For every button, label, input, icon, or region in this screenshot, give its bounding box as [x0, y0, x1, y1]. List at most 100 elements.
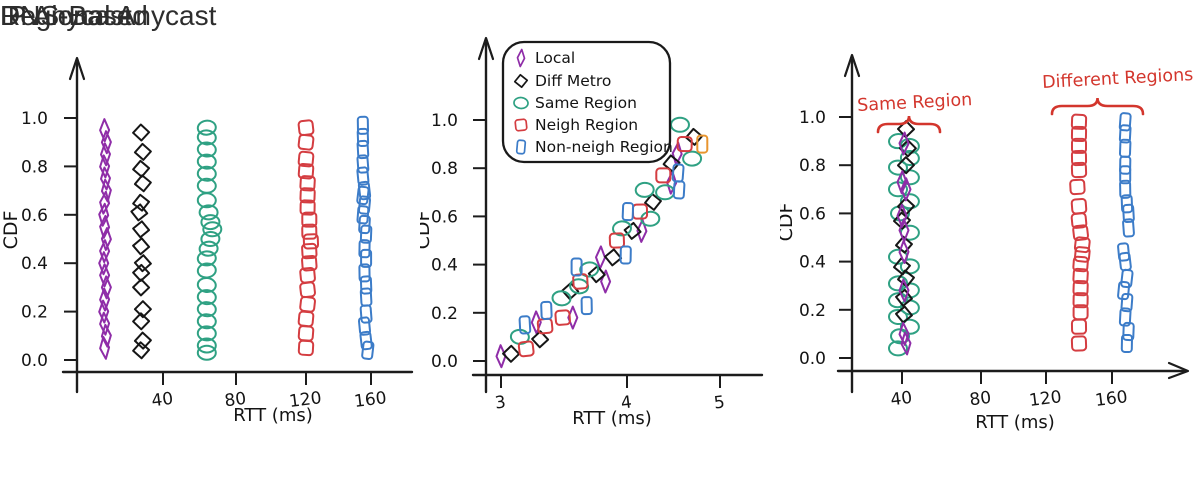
data-point — [297, 162, 315, 180]
data-point — [696, 134, 709, 154]
data-point — [895, 288, 913, 307]
legend-marker-ellipse-icon — [513, 96, 529, 110]
data-point — [356, 154, 370, 174]
x-tick-label: 40 — [150, 389, 174, 411]
data-point — [133, 254, 152, 273]
data-point — [1071, 137, 1087, 154]
data-point — [196, 119, 217, 136]
series-neigh-region — [297, 119, 320, 357]
data-point — [202, 221, 223, 238]
data-point — [900, 177, 912, 202]
data-point — [662, 154, 681, 173]
data-point — [100, 178, 112, 203]
series-same-region — [196, 119, 223, 361]
data-point — [893, 211, 911, 230]
data-point — [530, 310, 542, 335]
data-point — [359, 330, 373, 351]
data-point — [302, 233, 320, 250]
series-non-neigh-region — [356, 115, 375, 360]
series-non-neigh-region — [1117, 112, 1135, 354]
legend-label: Local — [535, 49, 575, 67]
ip-anycast-chart: 0.0 0.2 0.4 0.6 0.8 1.0 3 4 5 CDF RTT (ms) Local Dif… — [420, 36, 764, 429]
data-point — [360, 248, 373, 268]
data-point — [1069, 178, 1086, 196]
data-point — [636, 218, 648, 243]
data-point — [297, 325, 315, 342]
data-point — [888, 159, 908, 176]
chart-title-regional-anycast: Regional Anycast — [0, 0, 217, 31]
series--unlabeled- — [696, 134, 709, 154]
data-point — [1070, 335, 1088, 352]
data-point — [502, 344, 521, 363]
legend-marker-square-icon — [514, 118, 528, 132]
data-point — [893, 257, 911, 276]
data-point — [1122, 321, 1135, 342]
data-point — [1118, 251, 1132, 272]
data-point — [130, 203, 149, 222]
data-point — [1072, 255, 1089, 273]
data-point — [672, 180, 686, 200]
x-ticks: 3 4 5 — [494, 375, 726, 414]
data-point — [898, 321, 910, 346]
axes — [836, 53, 1190, 394]
data-point — [301, 254, 318, 272]
data-point — [899, 193, 920, 210]
legend: Local Diff Metro Same Region Neigh Region No… — [501, 40, 673, 164]
data-point — [898, 131, 910, 156]
data-point — [671, 163, 685, 183]
x-axis-label: RTT (ms) — [572, 408, 652, 429]
data-point — [356, 185, 370, 206]
data-point — [358, 263, 371, 283]
data-point — [1072, 279, 1089, 297]
data-point — [359, 304, 373, 324]
data-point — [587, 265, 606, 284]
annotation-brace-icon — [876, 115, 942, 134]
y-tick-label: 1.0 — [21, 109, 48, 129]
data-point — [898, 139, 917, 158]
data-point — [98, 202, 110, 227]
data-point — [570, 257, 583, 277]
data-point — [356, 127, 370, 147]
data-point — [666, 170, 678, 195]
data-point — [196, 262, 217, 279]
legend-label: Neigh Region — [535, 116, 638, 134]
y-tick-label: 0.8 — [21, 157, 48, 177]
data-point — [132, 220, 151, 239]
legend-marker-thin-diamond-icon — [516, 48, 526, 68]
x-tick-label: 4 — [620, 392, 633, 413]
data-point — [358, 214, 371, 235]
y-tick-label: 0.2 — [431, 304, 458, 324]
x-ticks: 40 80 120 160 — [150, 372, 388, 412]
y-axis-label: CDF — [0, 211, 22, 250]
data-point — [1073, 236, 1091, 254]
y-tick-label: 1.0 — [799, 108, 826, 128]
data-point — [356, 166, 370, 186]
chart-title-ip-anycast: IP Anycast — [0, 0, 132, 31]
legend-marker-vrect-icon — [515, 139, 527, 155]
data-point — [297, 339, 315, 357]
data-point — [898, 240, 910, 264]
x-tick-label: 40 — [889, 388, 913, 410]
annotation-brace-icon — [1050, 97, 1145, 116]
y-tick-label: 0.0 — [21, 351, 48, 371]
data-point — [133, 300, 152, 319]
data-point — [356, 205, 370, 225]
data-point — [357, 195, 372, 215]
y-ticks: 0.0 0.2 0.4 0.6 0.8 1.0 — [431, 111, 487, 372]
data-point — [1072, 292, 1089, 309]
series-local — [98, 118, 112, 360]
x-axis-label: RTT (ms) — [233, 405, 313, 426]
data-point — [196, 141, 217, 158]
series-non-neigh-region — [518, 163, 686, 335]
y-tick-label: 0.2 — [799, 301, 826, 321]
y-axis-label: CDF — [780, 203, 797, 242]
data-point — [132, 159, 151, 178]
data-point — [200, 214, 221, 231]
data-point — [297, 150, 315, 168]
dns-based-chart: 0.0 0.2 0.4 0.6 0.8 1.0 40 80 120 160 CDF RTT (ms) — [0, 56, 414, 426]
data-point — [299, 266, 316, 284]
data-point — [297, 133, 315, 151]
data-point — [1122, 203, 1135, 224]
data-point — [299, 295, 316, 313]
data-point — [297, 119, 315, 137]
